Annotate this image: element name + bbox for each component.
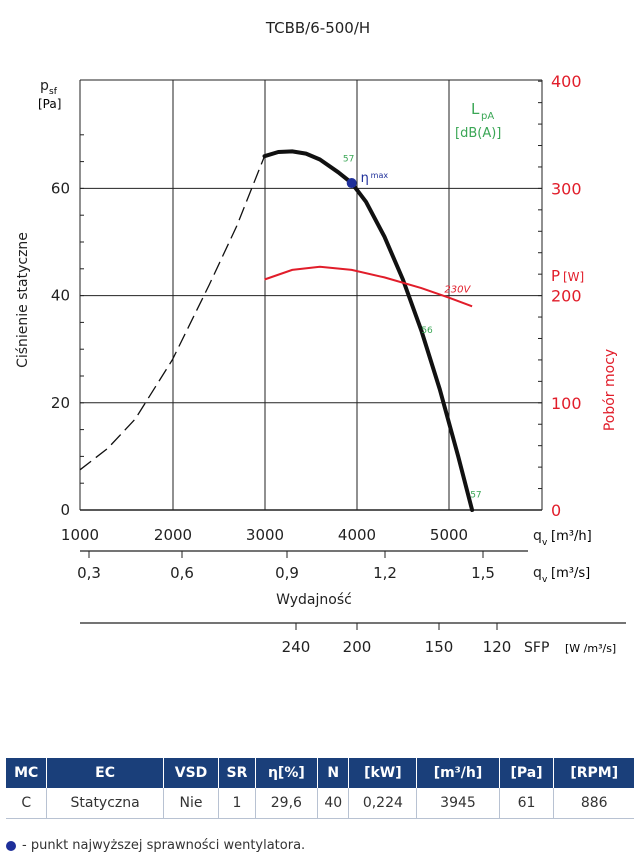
sfp-tick-label: 150 <box>425 638 454 656</box>
y-tick-label: 20 <box>51 394 70 412</box>
sfp-tick-label: 240 <box>282 638 311 656</box>
m3s-tick-label: 0,9 <box>275 564 299 582</box>
lpa-unit: [dB(A)] <box>455 126 501 141</box>
pressure-curve-line <box>262 149 475 512</box>
sfp-tick-label: 120 <box>483 638 512 656</box>
table-header-cell: VSD <box>163 758 220 788</box>
table-header-cell: [RPM] <box>553 758 634 788</box>
x-axis-subscript-m3s: v <box>542 575 548 585</box>
voltage-label: 230V <box>444 284 471 295</box>
x-axis-unit-m3s: [m³/s] <box>551 566 590 581</box>
series-lines <box>79 149 475 512</box>
m3s-tick-label: 0,6 <box>170 564 194 582</box>
y-axis-label: Ciśnienie statyczne <box>15 232 31 368</box>
sfp-label: SFP <box>524 640 549 656</box>
table-cell: Nie <box>163 788 220 819</box>
power-tick-label: 200 <box>551 287 582 306</box>
x-axis-subscript-m3h: v <box>542 538 548 548</box>
max-efficiency-dot-icon <box>6 840 16 851</box>
lpa-annotations: 57 56 57 <box>343 155 482 501</box>
x-tick-label: 1000 <box>61 526 99 544</box>
x-axis-unit-m3h: [m³/h] <box>551 529 592 544</box>
power-tick-label: 0 <box>551 501 561 520</box>
x-tick-label: 4000 <box>338 526 376 544</box>
table-cell: 886 <box>553 788 634 819</box>
table-row: C Statyczna Nie 1 29,6 40 0,224 3945 61 886 <box>6 788 634 819</box>
lpa-annotation: 57 <box>470 491 481 501</box>
footnote: - punkt najwyższej sprawności wentylator… <box>6 838 305 853</box>
table-header-cell: EC <box>46 758 164 788</box>
max-efficiency-point <box>346 178 357 189</box>
grid <box>79 79 543 511</box>
table-header-cell: MC <box>6 758 48 788</box>
y-tick-label: 0 <box>60 501 70 519</box>
table-header-cell: [Pa] <box>499 758 555 788</box>
y-tick-label: 60 <box>51 179 70 197</box>
table-header-row: MC EC VSD SR η[%] N [kW] [m³/h] [Pa] [RPM] <box>6 758 634 788</box>
lpa-annotation: 57 <box>343 155 354 165</box>
footnote-text: - punkt najwyższej sprawności wentylator… <box>22 838 306 853</box>
table-cell: 40 <box>317 788 350 819</box>
pressure-curve-dashed-line <box>79 155 266 471</box>
y-ticks: 0 20 40 60 <box>51 134 84 519</box>
spec-table: MC EC VSD SR η[%] N [kW] [m³/h] [Pa] [RPM] C Staty… <box>6 758 634 819</box>
x-ticks: 1000 2000 3000 4000 5000 <box>61 526 468 544</box>
x-tick-label: 2000 <box>154 526 192 544</box>
y-tick-label: 40 <box>51 287 70 305</box>
table-cell: 29,6 <box>255 788 319 819</box>
sfp-unit: [W /m³/s] <box>565 642 616 655</box>
power-axis-symbol: P <box>551 267 560 285</box>
lpa-subscript: pA <box>481 111 494 122</box>
y-axis-unit: [Pa] <box>38 97 61 111</box>
table-cell: 0,224 <box>348 788 418 819</box>
table-cell: 1 <box>218 788 256 819</box>
table-header-cell: N <box>317 758 350 788</box>
power-ticks: 0 100 200 300 400 <box>538 72 582 520</box>
y-axis-symbol: p <box>40 78 49 94</box>
table-cell: 61 <box>499 788 555 819</box>
chart-title: TCBB/6-500/H <box>265 19 370 37</box>
power-axis-unit: [W] <box>563 270 584 284</box>
table-cell: C <box>6 788 48 819</box>
x-tick-label: 3000 <box>246 526 284 544</box>
table-header-cell: η[%] <box>255 758 319 788</box>
m3s-tick-label: 1,5 <box>471 564 495 582</box>
power-curve-line <box>264 265 473 308</box>
table-body: C Statyczna Nie 1 29,6 40 0,224 3945 61 886 <box>6 788 634 819</box>
power-tick-label: 300 <box>551 179 582 198</box>
eta-subscript: max <box>371 171 389 180</box>
m3s-tick-label: 0,3 <box>77 564 101 582</box>
sfp-tick-label: 200 <box>343 638 372 656</box>
m3s-ticks: 0,3 0,6 0,9 1,2 1,5 <box>77 550 528 582</box>
eta-symbol: η <box>361 171 369 186</box>
power-tick-label: 400 <box>551 72 582 91</box>
table-cell: Statyczna <box>46 788 164 819</box>
table-header-cell: SR <box>218 758 256 788</box>
table-header-cell: [m³/h] <box>416 758 500 788</box>
x-tick-label: 5000 <box>430 526 468 544</box>
lpa-annotation: 56 <box>421 326 433 336</box>
table-cell: 3945 <box>416 788 500 819</box>
y-axis-subscript: sf <box>49 87 58 97</box>
lpa-symbol: L <box>471 100 480 118</box>
power-axis-label: Pobór mocy <box>602 349 618 431</box>
x-axis-symbol-m3h: q <box>533 528 542 544</box>
power-tick-label: 100 <box>551 394 582 413</box>
x-axis-symbol-m3s: q <box>533 565 542 581</box>
x-axis-label: Wydajność <box>276 592 352 608</box>
sfp-ticks: 240 200 150 120 <box>80 622 626 656</box>
m3s-tick-label: 1,2 <box>373 564 397 582</box>
table-header-cell: [kW] <box>348 758 418 788</box>
